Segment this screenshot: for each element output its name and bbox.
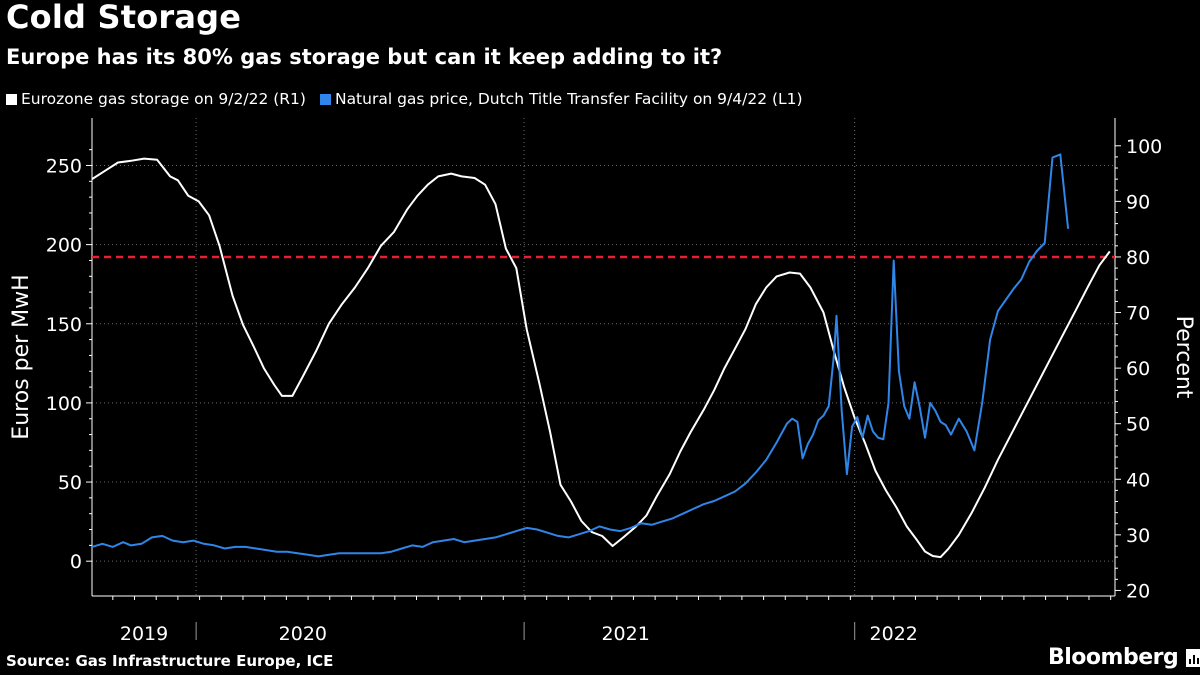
y-right-tick-label: 20 (1126, 580, 1150, 602)
y-left-tick-label: 100 (46, 393, 82, 415)
y-right-tick-label: 50 (1126, 414, 1150, 436)
y-left-tick-label: 250 (46, 155, 82, 177)
y-right-tick-label: 70 (1126, 303, 1150, 325)
y-left-tick-label: 0 (70, 551, 82, 573)
legend-item-storage: Eurozone gas storage on 9/2/22 (R1) (6, 90, 306, 108)
legend-label-price: Natural gas price, Dutch Title Transfer … (334, 90, 803, 108)
x-tick-label: 2019 (120, 623, 168, 645)
y-right-tick-label: 90 (1126, 191, 1150, 213)
source-note: Source: Gas Infrastructure Europe, ICE (6, 652, 334, 670)
y-right-axis-title: Percent (1171, 316, 1196, 399)
y-right-tick-label: 100 (1126, 136, 1162, 158)
y-right-tick-label: 60 (1126, 358, 1150, 380)
brand-name: Bloomberg (1048, 645, 1179, 670)
legend-label-storage: Eurozone gas storage on 9/2/22 (R1) (21, 90, 306, 108)
y-left-axis-title: Euros per MwH (9, 274, 34, 439)
legend-item-price: Natural gas price, Dutch Title Transfer … (319, 90, 803, 108)
bloomberg-logo: Bloomberg (1048, 645, 1200, 670)
x-tick-label: 2020 (279, 623, 327, 645)
y-right-tick-label: 80 (1126, 247, 1150, 269)
chart-subtitle: Europe has its 80% gas storage but can i… (6, 45, 723, 69)
y-left-tick-label: 50 (58, 472, 82, 494)
legend-swatch-price (319, 93, 331, 105)
x-tick-label: 2021 (601, 623, 649, 645)
y-left-tick-label: 200 (46, 235, 82, 257)
chart-title: Cold Storage (6, 0, 242, 36)
legend: Eurozone gas storage on 9/2/22 (R1) Natu… (6, 90, 817, 108)
series-line-price (91, 153, 1070, 558)
y-right-tick-label: 30 (1126, 525, 1150, 547)
x-tick-label: 2022 (870, 623, 918, 645)
bloomberg-mark-icon (1186, 648, 1200, 667)
legend-swatch-storage (6, 93, 17, 105)
y-left-tick-label: 150 (46, 314, 82, 336)
y-right-tick-label: 40 (1126, 469, 1150, 491)
series-line-storage (91, 157, 1111, 559)
